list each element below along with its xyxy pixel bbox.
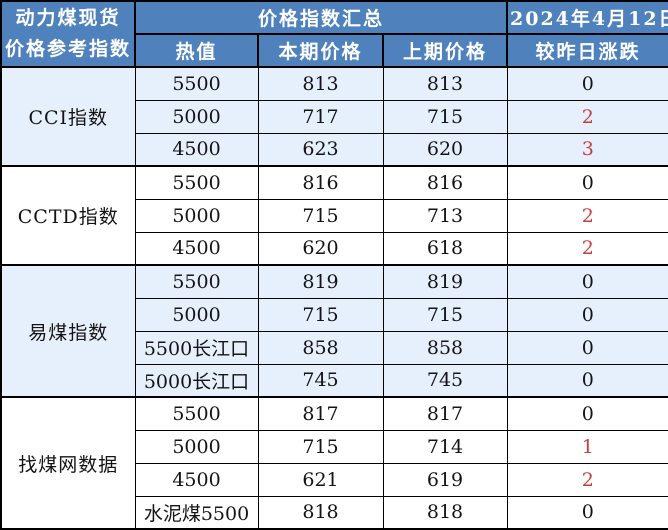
table-row: 5000 715 713 2 [1, 198, 668, 233]
current-price-cell: 817 [257, 396, 384, 431]
table-header: 动力煤现货 价格参考指数 价格指数汇总 2024年4月12日 热值 本期价格 上… [0, 0, 668, 68]
table-row: 4500 623 620 3 [1, 132, 668, 167]
table-row: 5000 715 715 0 [1, 297, 668, 332]
change-cell: 1 [506, 429, 668, 464]
current-price-cell: 745 [257, 363, 384, 398]
group-label-cci: CCI指数 [0, 66, 136, 167]
change-cell: 0 [506, 363, 668, 398]
change-cell: 2 [506, 99, 668, 134]
current-price-cell: 715 [257, 198, 384, 233]
previous-price-cell: 618 [382, 231, 508, 266]
change-cell: 0 [506, 165, 668, 200]
table-row: CCTD指数 5500 816 816 0 [0, 165, 668, 266]
column-header-change: 较昨日涨跌 [506, 33, 668, 68]
heat-value-cell: 5500 [134, 66, 259, 101]
previous-price-cell: 819 [382, 264, 508, 299]
previous-price-cell: 817 [382, 396, 508, 431]
header-row-top: 动力煤现货 价格参考指数 价格指数汇总 2024年4月12日 [0, 0, 668, 68]
table-row: 易煤指数 5500 819 819 0 [0, 264, 668, 398]
previous-price-cell: 715 [382, 297, 508, 332]
column-header-previous-price: 上期价格 [381, 33, 509, 68]
table-row: 5000 715 714 1 [1, 429, 668, 464]
change-cell: 0 [506, 66, 668, 101]
heat-value-cell: 5500 [134, 396, 259, 431]
current-price-cell: 813 [257, 66, 384, 101]
group-label-zhaomeiwang: 找煤网数据 [0, 396, 136, 530]
current-price-cell: 717 [257, 99, 384, 134]
column-header-heat: 热值 [134, 33, 259, 68]
heat-value-cell: 4500 [134, 231, 259, 266]
heat-value-cell: 4500 [134, 132, 259, 167]
change-cell: 2 [506, 462, 668, 497]
heat-value-cell: 5000 [134, 429, 259, 464]
change-cell: 2 [506, 198, 668, 233]
current-price-cell: 621 [257, 462, 384, 497]
summary-header: 价格指数汇总 [133, 0, 509, 35]
heat-value-cell: 5000 [134, 99, 259, 134]
previous-price-cell: 818 [382, 495, 508, 530]
heat-value-cell: 5500 [134, 264, 259, 299]
previous-price-cell: 713 [382, 198, 508, 233]
heat-value-cell: 5000长江口 [134, 363, 259, 398]
header-row-columns: 热值 本期价格 上期价格 较昨日涨跌 [1, 33, 668, 68]
current-price-cell: 858 [257, 330, 384, 365]
change-cell: 0 [506, 396, 668, 431]
date-header: 2024年4月12日 [506, 0, 668, 35]
table-row: 水泥煤5500 818 818 0 [1, 495, 668, 530]
heat-value-cell: 4500 [134, 462, 259, 497]
table-title: 动力煤现货 价格参考指数 [0, 0, 136, 68]
heat-value-cell: 5500长江口 [134, 330, 259, 365]
previous-price-cell: 858 [382, 330, 508, 365]
column-header-current-price: 本期价格 [257, 33, 384, 68]
table-row: 4500 621 619 2 [1, 462, 668, 497]
current-price-cell: 620 [257, 231, 384, 266]
table-title-line2: 价格参考指数 [4, 38, 131, 60]
group-label-cctd: CCTD指数 [0, 165, 136, 266]
current-price-cell: 715 [257, 297, 384, 332]
table-row: 5500长江口 858 858 0 [1, 330, 668, 365]
previous-price-cell: 619 [382, 462, 508, 497]
heat-value-cell: 5000 [134, 297, 259, 332]
previous-price-cell: 813 [382, 66, 508, 101]
change-cell: 3 [506, 132, 668, 167]
change-cell: 0 [506, 264, 668, 299]
current-price-cell: 623 [257, 132, 384, 167]
change-cell: 0 [506, 330, 668, 365]
table-row: 找煤网数据 5500 817 817 0 [0, 396, 668, 530]
previous-price-cell: 816 [382, 165, 508, 200]
current-price-cell: 818 [257, 495, 384, 530]
previous-price-cell: 715 [382, 99, 508, 134]
group-label-yimei: 易煤指数 [0, 264, 136, 398]
table-row: 5000 717 715 2 [1, 99, 668, 134]
current-price-cell: 715 [257, 429, 384, 464]
change-cell: 0 [506, 297, 668, 332]
heat-value-cell: 5000 [134, 198, 259, 233]
heat-value-cell: 5500 [134, 165, 259, 200]
change-cell: 0 [506, 495, 668, 530]
previous-price-cell: 714 [382, 429, 508, 464]
table-row: CCI指数 5500 813 813 0 [0, 66, 668, 167]
heat-value-cell: 水泥煤5500 [134, 495, 259, 530]
previous-price-cell: 620 [382, 132, 508, 167]
current-price-cell: 819 [257, 264, 384, 299]
current-price-cell: 816 [257, 165, 384, 200]
change-cell: 2 [506, 231, 668, 266]
table-title-line1: 动力煤现货 [15, 7, 121, 29]
previous-price-cell: 745 [382, 363, 508, 398]
